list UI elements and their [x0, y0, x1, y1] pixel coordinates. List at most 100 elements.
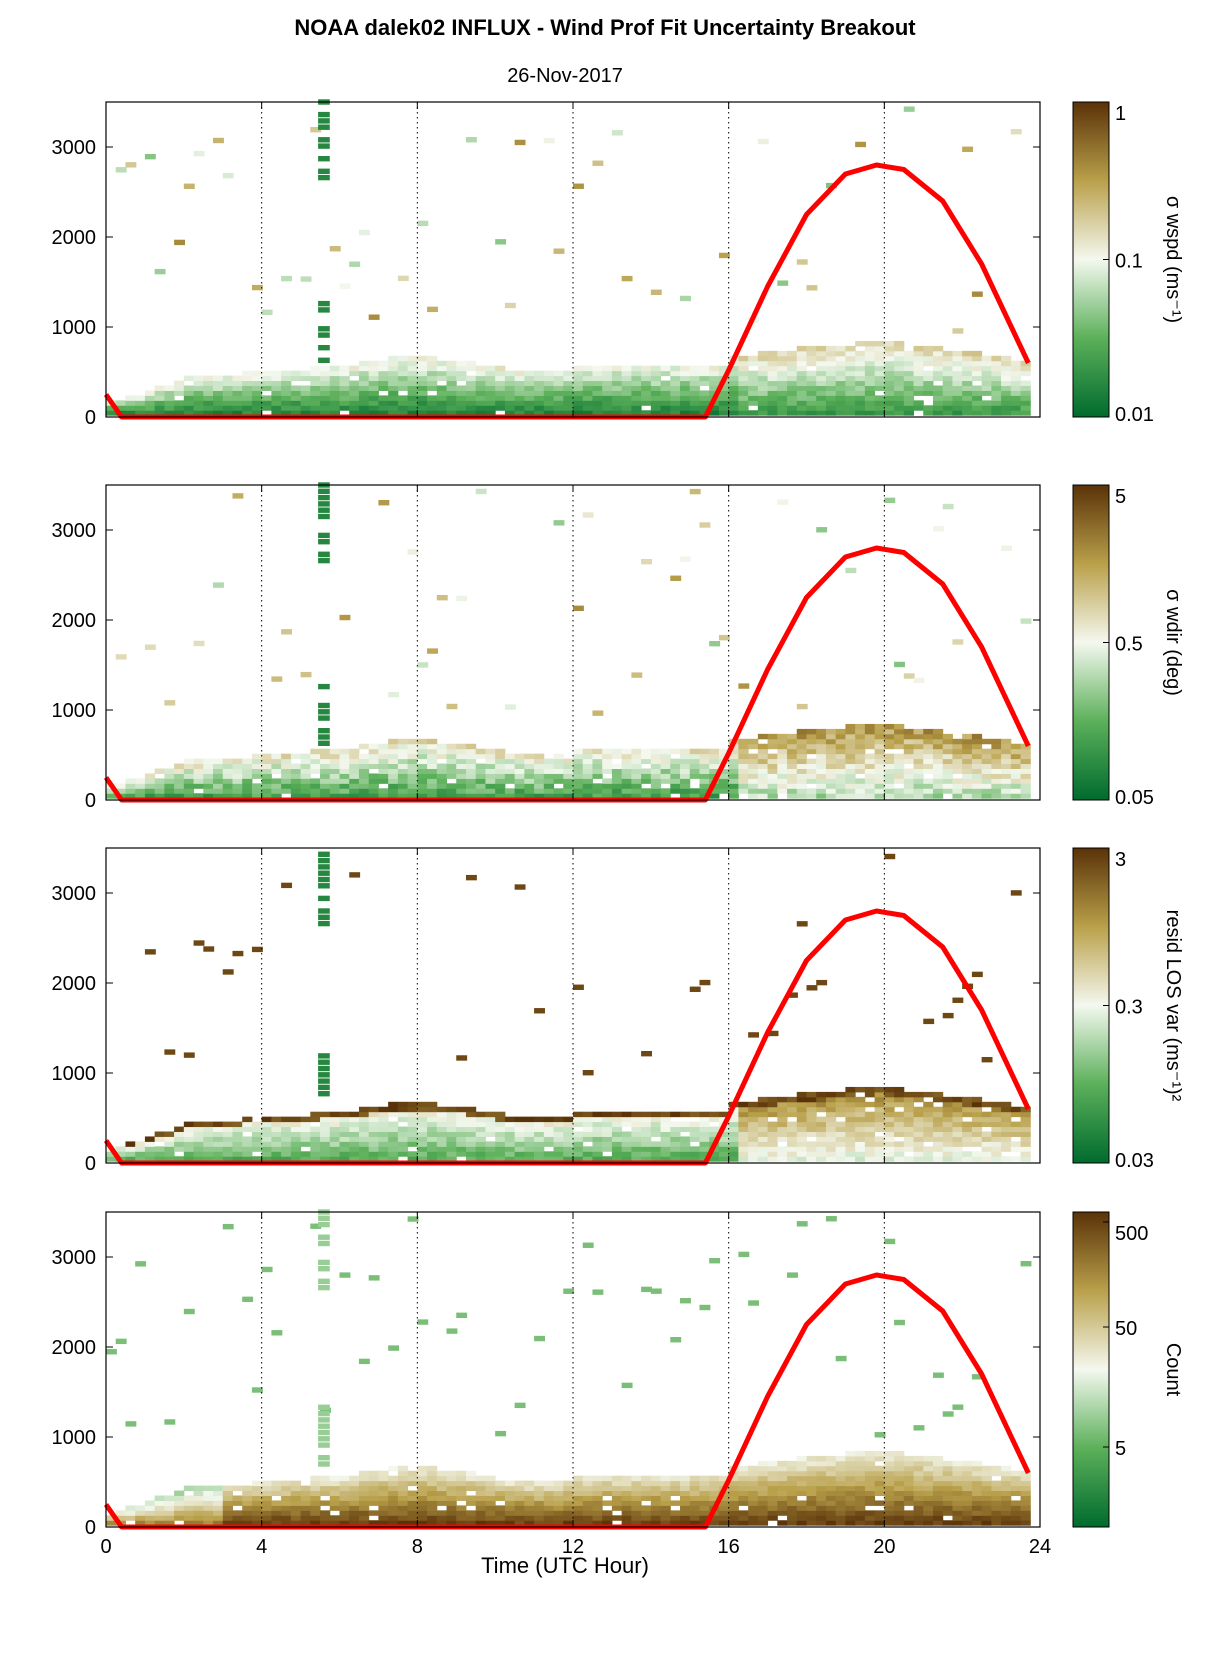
heatmap-cell: [835, 793, 846, 799]
heatmap-cell: [757, 758, 769, 765]
heatmap-cell: [368, 400, 379, 406]
y-tick-label: 3000: [52, 137, 97, 159]
heatmap-cell: [242, 773, 253, 779]
heatmap-cell: [874, 778, 885, 784]
heatmap-cell: [738, 1465, 749, 1472]
heatmap-cell: [952, 778, 963, 784]
heatmap-cell: [388, 370, 399, 377]
heatmap-cell: [592, 1121, 603, 1128]
heatmap-cell: [427, 1470, 438, 1477]
heatmap-cell: [835, 1470, 846, 1477]
heatmap-cell: [281, 753, 292, 760]
heatmap-cell: [407, 1505, 418, 1511]
heatmap-cell: [349, 1515, 360, 1521]
heatmap-cell: [806, 1485, 817, 1492]
heatmap-cell: [962, 738, 973, 745]
heatmap-cell: [456, 1116, 467, 1123]
heatmap-cell: [971, 355, 983, 362]
heatmap-cell: [767, 773, 778, 779]
heatmap-cell: [1001, 370, 1012, 377]
heatmap-cell: [407, 1500, 418, 1506]
heatmap-cell: [864, 768, 876, 774]
heatmap-cell: [835, 748, 846, 755]
heatmap-cell: [281, 788, 292, 794]
heatmap-cell: [203, 385, 214, 391]
heatmap-cell: [261, 1485, 272, 1492]
heatmap-cell: [318, 709, 330, 715]
heatmap-cell: [923, 410, 934, 416]
heatmap-cell: [582, 400, 593, 406]
heatmap-cell: [203, 390, 214, 396]
heatmap-cell: [563, 1121, 574, 1128]
heatmap-cell: [310, 1141, 321, 1147]
heatmap-cell: [456, 1055, 468, 1061]
heatmap-cell: [757, 1141, 769, 1147]
heatmap-cell: [222, 788, 233, 794]
heatmap-cell: [524, 1510, 535, 1516]
heatmap-cell: [125, 1421, 137, 1427]
heatmap-cell: [757, 763, 769, 769]
heatmap-cell: [952, 1111, 963, 1118]
heatmap-cell: [932, 1485, 944, 1492]
heatmap-cell: [689, 768, 700, 774]
heatmap-cell: [183, 758, 195, 765]
heatmap-cell: [329, 370, 340, 377]
heatmap-cell: [271, 380, 282, 386]
heatmap-cell: [271, 1500, 282, 1506]
heatmap-cell: [222, 783, 233, 789]
heatmap-cell: [318, 895, 330, 902]
heatmap-cell: [894, 1485, 905, 1492]
heatmap-cell: [446, 1106, 457, 1113]
heatmap-cell: [436, 375, 448, 382]
heatmap-cell: [534, 773, 545, 779]
heatmap-cell: [242, 385, 253, 391]
heatmap-cell: [553, 793, 564, 799]
heatmap-cell: [271, 375, 282, 382]
heatmap-cell: [845, 1126, 856, 1132]
heatmap-cell: [942, 410, 953, 416]
heatmap-cell: [465, 410, 477, 416]
heatmap-cell: [1020, 400, 1031, 406]
heatmap-cell: [835, 410, 846, 416]
heatmap-cell: [407, 1131, 418, 1137]
heatmap-cell: [728, 793, 739, 799]
heatmap-cell: [436, 400, 448, 406]
heatmap-cell: [407, 763, 418, 769]
heatmap-cell: [320, 748, 331, 755]
heatmap-cell: [777, 1131, 788, 1137]
heatmap-cell: [884, 385, 895, 391]
heatmap-cell: [339, 395, 350, 401]
heatmap-cell: [504, 1136, 516, 1142]
heatmap-cell: [709, 1475, 720, 1482]
heatmap-cell: [855, 405, 866, 411]
heatmap-cell: [971, 1096, 983, 1103]
heatmap-cell: [621, 1490, 632, 1496]
heatmap-cell: [748, 763, 759, 769]
heatmap-cell: [748, 410, 759, 416]
heatmap-cell: [397, 1495, 409, 1501]
heatmap-cell: [417, 1470, 428, 1477]
heatmap-cell: [932, 350, 944, 357]
heatmap-cell: [971, 768, 983, 774]
heatmap-cell: [709, 380, 720, 386]
heatmap-cell: [446, 400, 457, 406]
heatmap-cell: [456, 1475, 467, 1482]
heatmap-cell: [310, 783, 321, 789]
heatmap-cell: [670, 1510, 681, 1516]
heatmap-cell: [524, 763, 535, 769]
heatmap-cell: [582, 380, 593, 386]
heatmap-cell: [855, 1500, 866, 1506]
heatmap-cell: [845, 1156, 856, 1162]
heatmap-cell: [485, 788, 496, 794]
heatmap-cell: [397, 380, 409, 386]
heatmap-cell: [388, 768, 399, 774]
heatmap-cell: [923, 768, 934, 774]
heatmap-cell: [543, 1126, 555, 1132]
heatmap-cell: [845, 1480, 856, 1487]
heatmap-cell: [281, 1116, 292, 1123]
heatmap-cell: [1020, 1500, 1031, 1506]
heatmap-cell: [767, 380, 778, 386]
heatmap-cell: [427, 1515, 438, 1521]
heatmap-cell: [942, 1480, 953, 1487]
heatmap-cell: [631, 1490, 642, 1496]
